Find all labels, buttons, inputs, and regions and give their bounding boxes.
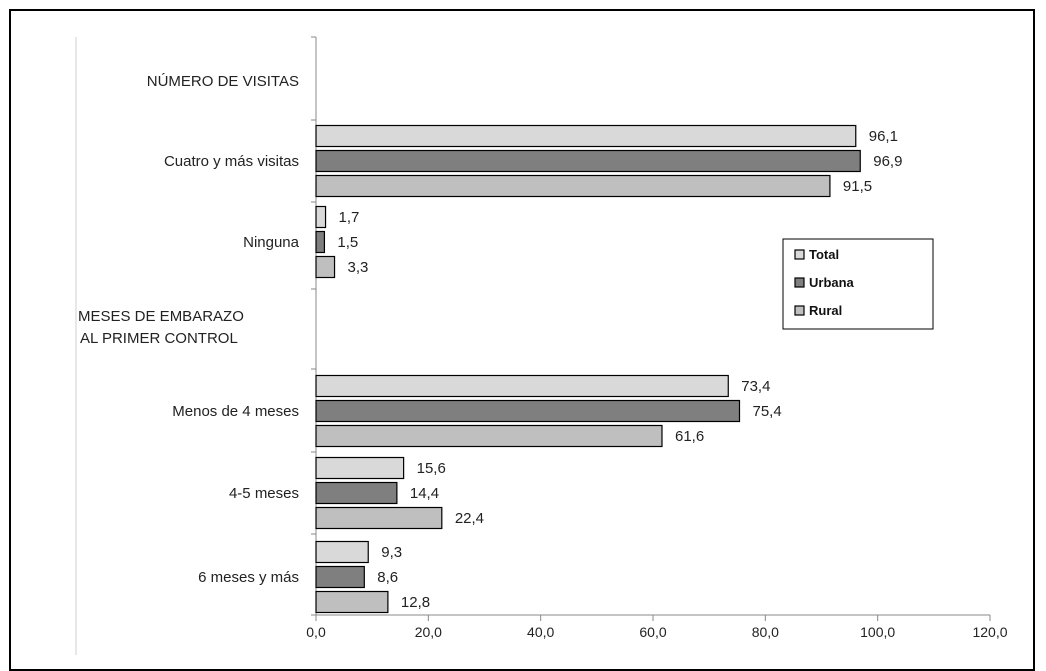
x-tick-label: 80,0 (752, 624, 779, 640)
data-label: 75,4 (752, 403, 781, 420)
bar-urbana (315, 149, 861, 173)
bar-rural (315, 424, 663, 448)
x-tick-label: 60,0 (639, 624, 666, 640)
data-label: 9,3 (381, 544, 402, 561)
legend-swatch-rural (794, 305, 805, 316)
data-label: 73,4 (741, 378, 770, 395)
x-tick-label: 100,0 (860, 624, 895, 640)
bar-total (315, 205, 327, 229)
data-label: 1,7 (339, 209, 360, 226)
x-tick-label: 0,0 (306, 624, 326, 640)
data-label: 61,6 (675, 428, 704, 445)
data-label: 22,4 (455, 510, 484, 527)
data-label: 91,5 (843, 178, 872, 195)
legend-swatch-total (794, 249, 805, 260)
legend-label: Rural (809, 303, 842, 318)
bar-rural (315, 255, 336, 279)
x-tick-label: 120,0 (972, 624, 1007, 640)
bar-total (315, 124, 857, 148)
data-label: 14,4 (410, 485, 439, 502)
bar-urbana (315, 230, 326, 254)
legend-swatch-urbana (794, 277, 805, 288)
category-label: Menos de 4 meses (172, 403, 299, 420)
category-label: Cuatro y más visitas (164, 153, 299, 170)
data-label: 96,1 (869, 128, 898, 145)
category-label: 6 meses y más (198, 569, 299, 586)
data-label: 96,9 (873, 153, 902, 170)
group-title: NÚMERO DE VISITAS (147, 73, 299, 90)
legend-label: Urbana (809, 275, 855, 290)
category-label: 4-5 meses (229, 485, 299, 502)
legend-label: Total (809, 247, 839, 262)
bar-total (315, 374, 729, 398)
bar-urbana (315, 481, 398, 505)
data-label: 15,6 (417, 460, 446, 477)
x-tick-label: 40,0 (527, 624, 554, 640)
group-title: MESES DE EMBARAZO (78, 308, 244, 325)
bar-total (315, 456, 405, 480)
data-label: 3,3 (348, 259, 369, 276)
bar-urbana (315, 565, 365, 589)
bar-total (315, 540, 369, 564)
bar-rural (315, 590, 389, 614)
data-label: 1,5 (337, 234, 358, 251)
category-label: Ninguna (243, 234, 300, 251)
legend-box (782, 238, 934, 330)
group-title: AL PRIMER CONTROL (80, 330, 238, 347)
x-tick-label: 20,0 (415, 624, 442, 640)
data-label: 12,8 (401, 594, 430, 611)
bar-rural (315, 174, 831, 198)
bar-rural (315, 506, 443, 530)
data-label: 8,6 (377, 569, 398, 586)
bar-urbana (315, 399, 741, 423)
